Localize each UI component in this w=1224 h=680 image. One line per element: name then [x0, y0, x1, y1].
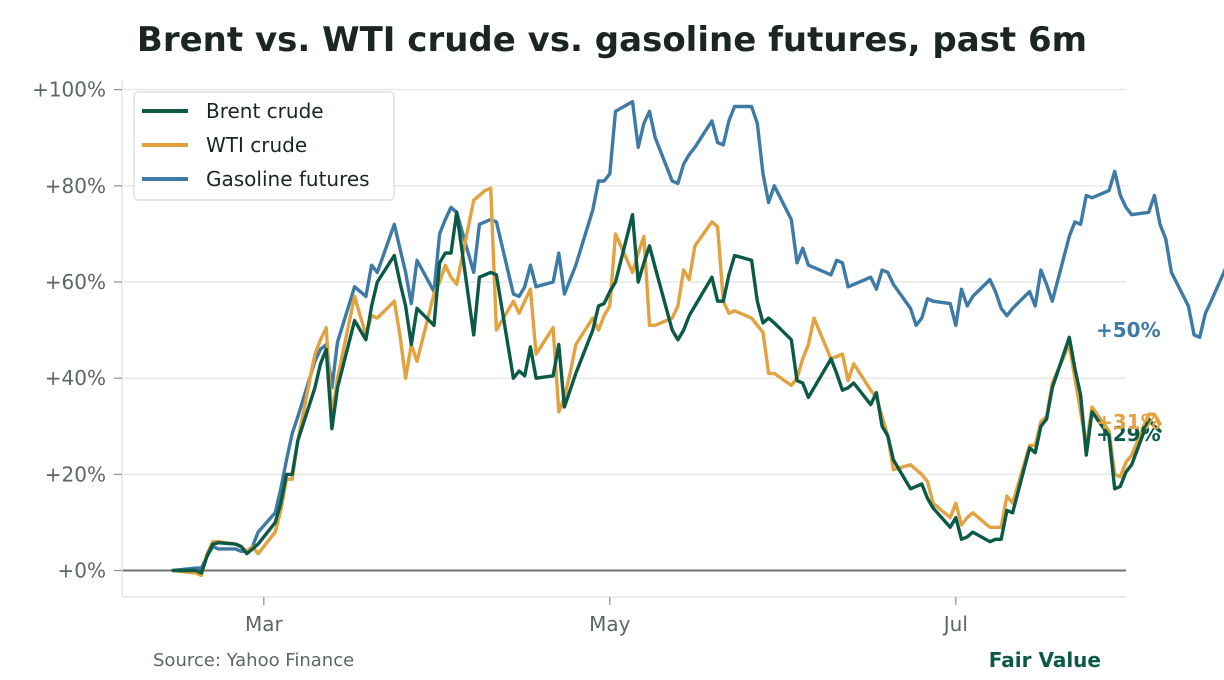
- end-label-wti-crude: +31%: [1096, 410, 1161, 434]
- x-tick-label: Mar: [245, 612, 284, 636]
- x-tick-label: Jul: [942, 612, 968, 636]
- series-line-brent-crude: [171, 210, 1162, 575]
- end-labels: +29%+31% +50%: [1096, 318, 1161, 446]
- y-tick-label: +20%: [45, 462, 106, 486]
- end-label-brent-crude: +29%: [1096, 422, 1161, 446]
- brand-mark: Fair Value: [988, 648, 1101, 672]
- series-line-gasoline-futures: [171, 99, 1224, 573]
- x-tick-labels: Mar May Jul: [245, 597, 968, 636]
- series-lines: [171, 99, 1224, 578]
- y-tick-label: +0%: [58, 559, 107, 583]
- source-note: Source: Yahoo Finance: [153, 650, 355, 671]
- y-tick-labels: +0% +20% +40% +60% +80% +100%: [32, 78, 122, 583]
- y-tick-label: +40%: [45, 366, 106, 390]
- series-line-wti-crude: [171, 186, 1162, 578]
- y-tick-label: +80%: [45, 174, 106, 198]
- chart-title: Brent vs. WTI crude vs. gasoline futures…: [136, 20, 1088, 60]
- legend-label: Gasoline futures: [206, 167, 370, 191]
- end-label-gasoline-futures: +50%: [1096, 318, 1161, 342]
- legend-label: Brent crude: [206, 99, 324, 123]
- legend: Brent crude WTI crude Gasoline futures: [133, 91, 395, 201]
- y-tick-label: +100%: [32, 78, 106, 102]
- axes: [121, 80, 1126, 598]
- legend-box: [133, 91, 395, 201]
- x-tick-label: May: [589, 612, 631, 636]
- legend-label: WTI crude: [206, 133, 307, 157]
- y-tick-label: +60%: [45, 270, 106, 294]
